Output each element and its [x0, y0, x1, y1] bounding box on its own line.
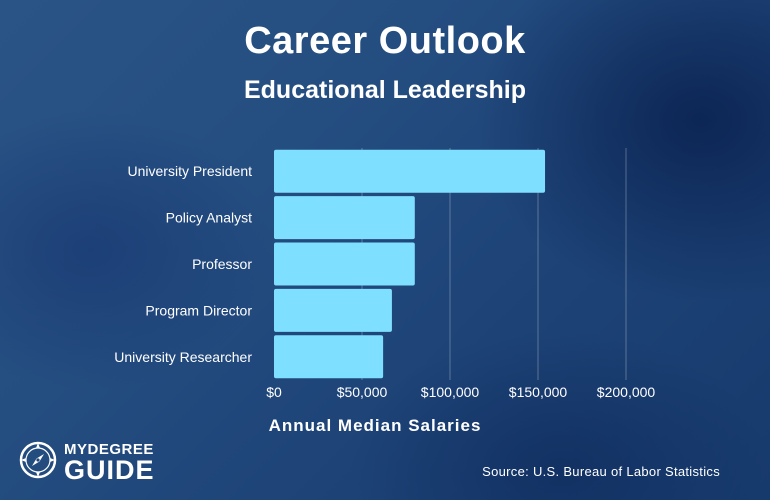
category-label: Professor — [192, 256, 252, 272]
logo-wordmark-top: MYDEGREE — [64, 441, 154, 458]
bar[interactable] — [274, 149, 546, 193]
x-tick-label: $150,000 — [509, 384, 568, 400]
bar[interactable] — [274, 242, 415, 286]
logo-wordmark-bottom: GUIDE — [64, 455, 155, 485]
x-tick-label: $100,000 — [421, 384, 480, 400]
x-axis-label: Annual Median Salaries — [268, 416, 482, 435]
chart-subtitle: Educational Leadership — [243, 76, 526, 104]
chart-title: Career Outlook — [244, 20, 526, 62]
x-tick-label: $0 — [266, 384, 282, 400]
bar[interactable] — [274, 335, 384, 379]
category-label: University President — [128, 163, 253, 179]
bars — [274, 149, 546, 379]
bar[interactable] — [274, 288, 392, 332]
category-label: Policy Analyst — [166, 210, 252, 226]
x-tick-label: $200,000 — [597, 384, 656, 400]
source-note: Source: U.S. Bureau of Labor Statistics — [482, 464, 720, 479]
category-label: Program Director — [145, 302, 252, 318]
bar[interactable] — [274, 196, 415, 240]
x-tick-label: $50,000 — [337, 384, 388, 400]
category-labels: University President Policy Analyst Profes… — [114, 163, 252, 365]
compass-icon — [19, 441, 57, 479]
x-tick-labels: $0 $50,000 $100,000 $150,000 $200,000 — [266, 384, 655, 400]
brand-logo[interactable]: MYDEGREE GUIDE — [18, 438, 168, 486]
category-label: University Researcher — [114, 349, 252, 365]
